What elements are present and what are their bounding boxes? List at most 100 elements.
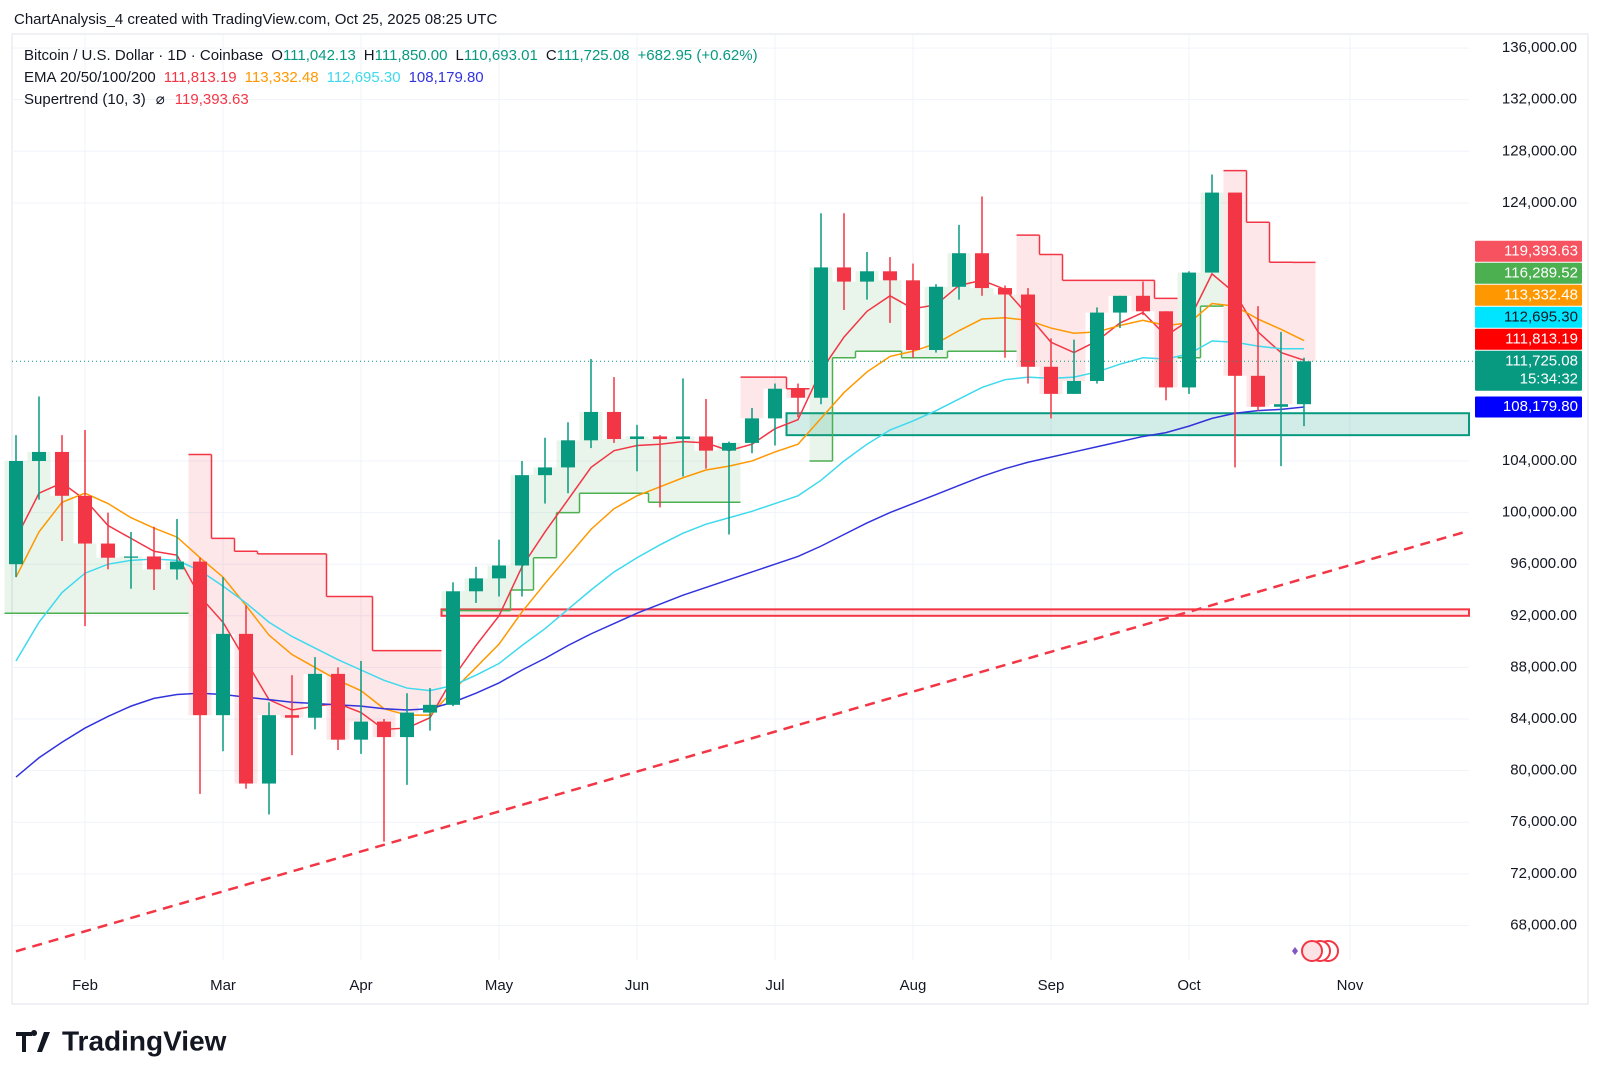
supertrend-fill <box>832 281 856 358</box>
candle-body <box>400 712 414 738</box>
candle-body <box>745 418 759 443</box>
price-tag <box>1475 240 1582 262</box>
supertrend-fill <box>602 439 626 494</box>
candle-body <box>1274 404 1288 407</box>
legend-supertrend-value: 119,393.63 <box>175 91 249 108</box>
legend-ema-value: 108,179.80 <box>409 69 484 86</box>
x-tick-label: May <box>485 977 514 994</box>
supertrend-fill <box>1292 262 1316 362</box>
candle-body <box>492 565 506 579</box>
y-tick-label: 92,000.00 <box>1510 607 1577 624</box>
price-tag-label: 116,289.52 <box>1504 264 1578 281</box>
supertrend-fill <box>372 650 396 738</box>
candle-body <box>377 721 391 738</box>
price-tag-label: 108,179.80 <box>1503 398 1578 415</box>
price-tag-label: 111,813.19 <box>1505 330 1578 347</box>
candle-body <box>906 280 920 350</box>
candle-body <box>423 704 437 713</box>
candle-body <box>860 271 874 282</box>
supertrend-fill <box>96 557 120 614</box>
supertrend-fill <box>1108 280 1132 296</box>
legend-ema-value: 112,695.30 <box>327 69 401 86</box>
y-tick-label: 132,000.00 <box>1502 91 1577 108</box>
candle-body <box>929 286 943 350</box>
candle-body <box>239 633 253 784</box>
candle-body <box>975 253 989 289</box>
x-tick-label: Jul <box>765 977 784 994</box>
legend-line: EMA 20/50/100/200 111,813.19 113,332.48 112… <box>24 69 484 86</box>
y-tick-label: 128,000.00 <box>1502 142 1577 159</box>
trendline <box>15 530 1466 953</box>
candle-body <box>653 436 667 440</box>
brand-logo <box>16 1030 50 1052</box>
supertrend-fill <box>740 377 764 419</box>
brand-name: TradingView <box>62 1025 227 1056</box>
y-tick-label: 104,000.00 <box>1502 452 1577 469</box>
event-marker <box>1292 947 1298 955</box>
price-tag <box>1475 284 1582 306</box>
y-tick-label: 80,000.00 <box>1510 762 1577 779</box>
logo-mark <box>16 1030 50 1052</box>
legend-supertrend-icon: ⌀ <box>156 91 165 108</box>
supertrend-fill <box>763 377 787 389</box>
candle-body <box>101 543 115 558</box>
supertrend-fill <box>165 561 189 614</box>
price-tag-label: 111,725.08 <box>1505 352 1578 369</box>
supertrend-fill <box>142 569 166 614</box>
price-tag <box>1475 328 1582 350</box>
candle-body <box>952 253 966 287</box>
candle-body <box>1159 311 1173 388</box>
candle-body <box>1228 192 1242 376</box>
candle-body <box>1044 366 1058 394</box>
supertrend-fill <box>303 553 327 674</box>
candle-body <box>538 467 552 476</box>
y-tick-label: 72,000.00 <box>1510 865 1577 882</box>
candle-body <box>147 556 161 570</box>
candle-body <box>814 267 828 398</box>
legend-ohlc-value: 111,725.08 <box>557 47 630 64</box>
support-zone <box>785 412 1470 437</box>
supertrend-fill <box>50 495 74 614</box>
candle-body <box>607 411 621 440</box>
y-tick-label: 96,000.00 <box>1510 555 1577 572</box>
price-tag <box>1475 350 1582 391</box>
candle-body <box>1205 192 1219 273</box>
price-tag-label: 119,393.63 <box>1504 242 1578 259</box>
legend-symbol: Bitcoin / U.S. Dollar · 1D · Coinbase <box>24 47 263 64</box>
y-tick-label: 68,000.00 <box>1510 916 1577 933</box>
price-tag-countdown: 15:34:32 <box>1520 370 1578 387</box>
candle-body <box>1113 295 1127 313</box>
y-tick-label: 84,000.00 <box>1510 710 1577 727</box>
legend-change: +682.95 (+0.62%) <box>638 47 758 64</box>
legend-ohlc-key: L <box>456 47 464 64</box>
price-tag <box>1475 396 1582 418</box>
candle-body <box>837 267 851 282</box>
supertrend-fill <box>395 650 419 713</box>
candle-body <box>193 561 207 716</box>
candle-body <box>1090 312 1104 381</box>
candle-body <box>170 561 184 570</box>
legend-line: Bitcoin / U.S. Dollar · 1D · Coinbase O 11… <box>24 47 758 64</box>
supertrend-fill <box>533 467 557 558</box>
candle-body <box>55 451 69 496</box>
candle-body <box>722 442 736 451</box>
candle-body <box>676 436 690 440</box>
price-tag <box>1475 306 1582 328</box>
header: ChartAnalysis_4 created with TradingView… <box>14 11 497 28</box>
candle-body <box>630 436 644 440</box>
y-tick-label: 100,000.00 <box>1502 504 1577 521</box>
candle-body <box>791 388 805 398</box>
legend-ema-label: EMA 20/50/100/200 <box>24 69 156 86</box>
resistance-zone <box>440 608 1470 617</box>
candle-body <box>331 673 345 740</box>
candle-body <box>216 633 230 716</box>
candle-body <box>262 715 276 784</box>
legend-ema-value: 113,332.48 <box>245 69 319 86</box>
legend-supertrend-label: Supertrend (10, 3) <box>24 91 146 108</box>
candle-body <box>699 436 713 451</box>
price-tag-label: 113,332.48 <box>1504 286 1578 303</box>
legend-ohlc-key: O <box>271 47 283 64</box>
candle-body <box>446 591 460 705</box>
candle-body <box>768 388 782 419</box>
